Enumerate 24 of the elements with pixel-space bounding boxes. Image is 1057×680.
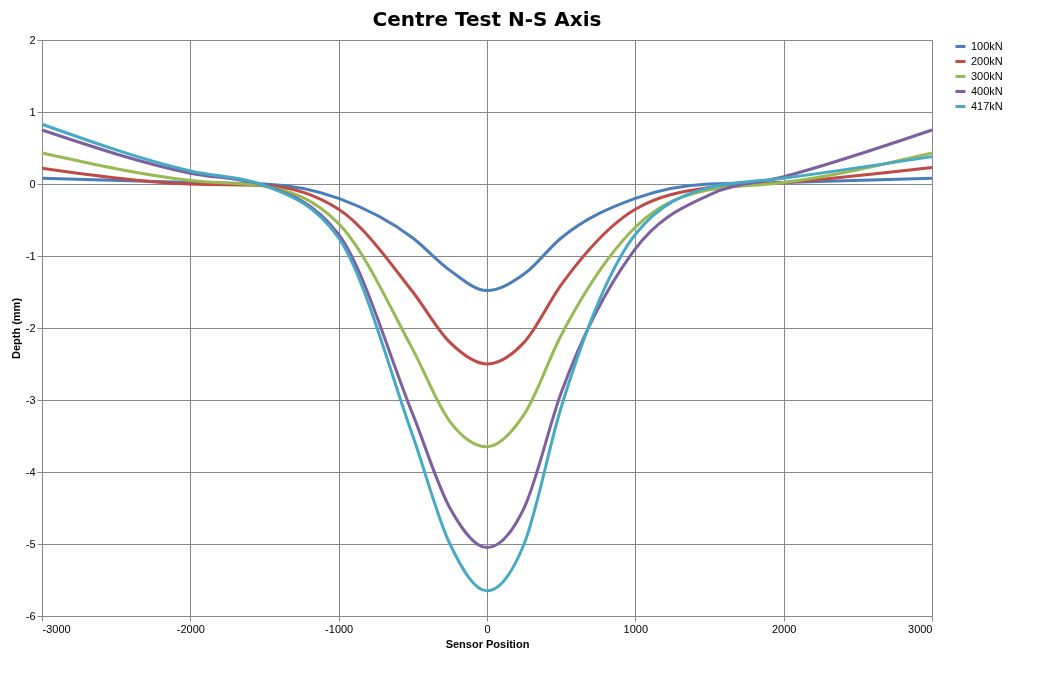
x-tick-label: -1000 xyxy=(325,622,354,635)
legend-label: 400kN xyxy=(971,84,1003,97)
x-tick-label: 1000 xyxy=(623,622,649,635)
x-tick-label: 3000 xyxy=(908,622,933,635)
x-tick-label: -2000 xyxy=(176,622,205,635)
y-tick-label: -6 xyxy=(25,609,36,622)
y-tick-label: 0 xyxy=(29,177,36,190)
y-axis-title: Depth (mm) xyxy=(9,297,22,360)
chart-title: Centre Test N-S Axis xyxy=(372,7,602,31)
legend-label: 100kN xyxy=(971,39,1003,52)
x-axis-title: Sensor Position xyxy=(445,637,530,650)
y-tick-label: -4 xyxy=(25,465,36,478)
legend-label: 200kN xyxy=(971,54,1003,67)
x-tick-label: 2000 xyxy=(771,622,797,635)
legend-label: 300kN xyxy=(971,69,1003,82)
y-tick-label: 1 xyxy=(29,105,36,118)
y-tick-label: -3 xyxy=(25,393,36,406)
y-tick-label: -1 xyxy=(25,249,36,262)
y-tick-label: -2 xyxy=(25,321,36,334)
legend-label: 417kN xyxy=(971,99,1003,112)
y-tick-label: 2 xyxy=(29,33,36,46)
x-tick-label: -3000 xyxy=(42,622,71,635)
y-tick-label: -5 xyxy=(25,537,36,550)
x-tick-label: 0 xyxy=(484,622,491,635)
